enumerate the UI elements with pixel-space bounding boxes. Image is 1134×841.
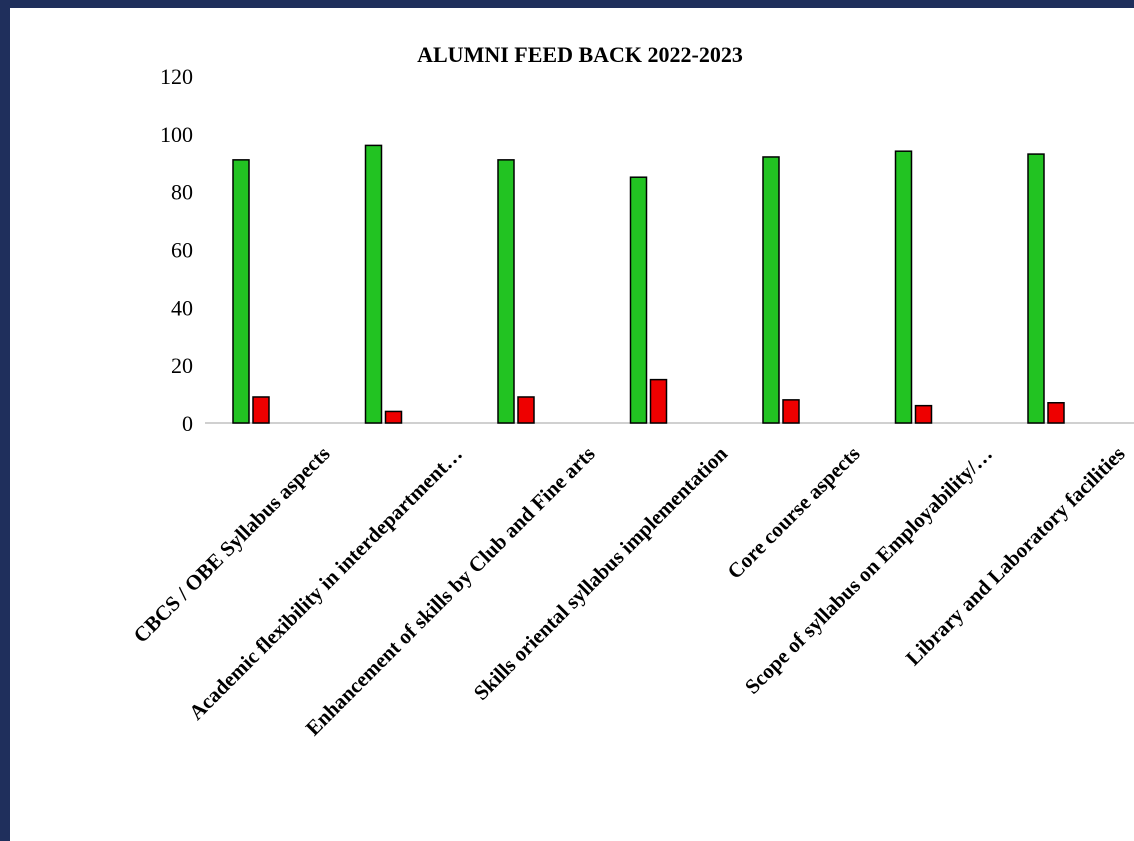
y-tick-label: 20: [171, 353, 193, 378]
y-axis-tick-labels: 0 20 40 60 80 100 120: [160, 64, 193, 436]
bar-series-2-2: [384, 410, 403, 424]
bar-series-1-2: [364, 144, 383, 424]
y-tick-label: 60: [171, 238, 193, 263]
bar-series-2-7: [1047, 402, 1065, 424]
y-tick-label: 120: [160, 64, 193, 89]
x-tick-label: Core course aspects: [722, 442, 864, 584]
bar-series-2-3: [517, 396, 535, 424]
y-tick-label: 80: [171, 180, 193, 205]
x-tick-label: Library and Laboratory facilities: [901, 442, 1130, 671]
bar-series-1-5: [762, 156, 780, 424]
bar-series-1-7: [1027, 153, 1045, 424]
x-tick-label: Enhancement of skills by Club and Fine a…: [301, 442, 600, 741]
bar-series-2-4: [649, 378, 668, 424]
bar-series-1-6: [894, 150, 913, 424]
x-tick-label: Academic flexibility in interdepartment…: [184, 442, 467, 725]
y-tick-label: 100: [160, 122, 193, 147]
bar-series-1-1: [232, 159, 250, 424]
bar-series-2-5: [782, 399, 800, 424]
bar-series-2-6: [914, 404, 933, 424]
chart-title: ALUMNI FEED BACK 2022-2023: [417, 42, 743, 67]
bars-group: [232, 144, 1065, 424]
y-tick-label: 40: [171, 295, 193, 320]
bar-series-1-3: [497, 159, 515, 424]
x-tick-label: Scope of syllabus on Employability/…: [740, 442, 997, 699]
y-tick-label: 0: [182, 411, 193, 436]
x-tick-label: Skills oriental syllabus implementation: [469, 441, 732, 704]
bar-series-2-1: [252, 396, 270, 424]
bar-series-1-4: [629, 176, 648, 424]
